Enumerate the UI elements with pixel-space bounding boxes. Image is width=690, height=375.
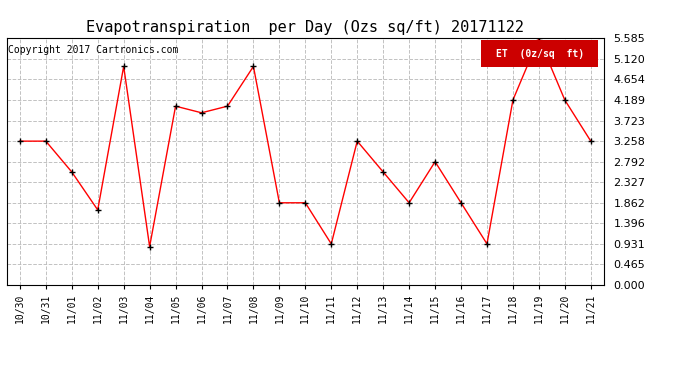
Title: Evapotranspiration  per Day (Ozs sq/ft) 20171122: Evapotranspiration per Day (Ozs sq/ft) 2…	[86, 20, 524, 35]
Text: Copyright 2017 Cartronics.com: Copyright 2017 Cartronics.com	[8, 45, 179, 55]
